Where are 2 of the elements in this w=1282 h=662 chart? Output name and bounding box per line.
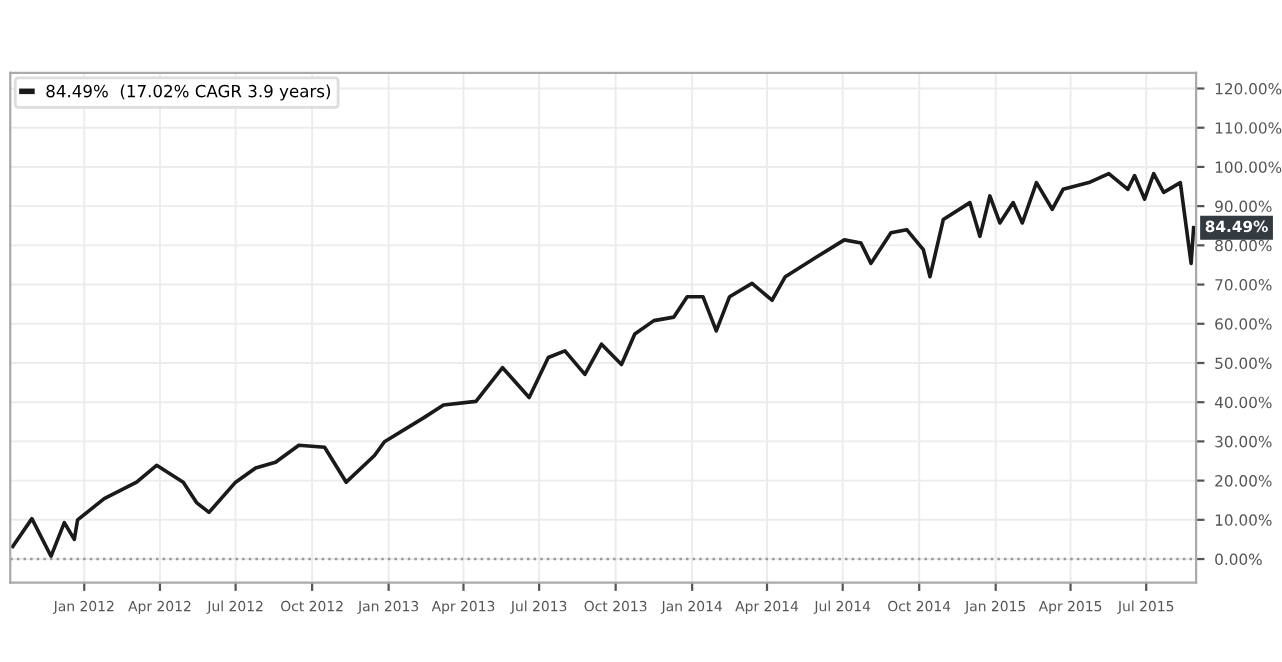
legend-label: 84.49% (17.02% CAGR 3.9 years) [46,84,331,101]
line-series [10,171,1196,559]
